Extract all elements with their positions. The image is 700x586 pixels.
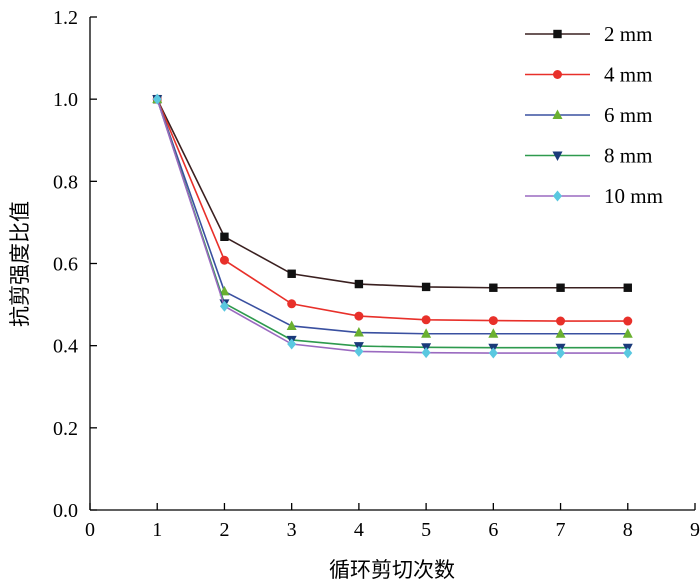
legend-entry: 6 mm [525,103,652,127]
x-tick-label: 1 [152,519,162,541]
y-tick-label: 0.6 [53,254,78,276]
y-tick-label: 1.0 [53,89,78,111]
x-tick-label: 4 [354,519,364,541]
marker-square [354,279,364,289]
y-tick-label: 0.2 [53,418,78,440]
series-4 [152,95,633,354]
series-line [156,98,628,349]
legend: 2 mm 4 mm 6 mm 8 mm 10 mm [525,22,663,208]
marker-triangle-up [421,328,432,338]
marker-diamond [488,347,498,359]
x-tick-label: 0 [85,519,95,541]
marker-square [556,283,565,292]
legend-label: 10 mm [604,184,663,208]
marker-square [553,29,562,39]
legend-entry: 2 mm [525,22,652,46]
y-tick-label: 0.0 [53,500,78,522]
marker-circle [623,316,633,326]
x-tick-label: 8 [623,519,633,541]
y-tick-label: 0.4 [53,336,78,358]
marker-square [623,283,632,292]
marker-square [421,282,431,292]
marker-diamond [152,93,162,105]
legend-label: 2 mm [604,22,652,46]
marker-triangle-up [552,109,563,119]
y-tick-label: 1.2 [53,7,78,29]
axes [89,16,696,511]
marker-triangle-up [622,328,633,338]
marker-diamond [354,345,364,357]
marker-diamond [219,300,229,312]
marker-diamond [556,347,566,359]
y-axis-label: 抗剪强度比值 [8,201,32,327]
marker-triangle-up [555,328,566,338]
marker-square [220,232,229,241]
marker-circle [219,255,229,265]
marker-triangle-up [353,327,364,337]
x-tick-label: 2 [219,519,229,541]
x-tick-label: 5 [421,519,431,541]
marker-diamond [553,190,562,202]
legend-label: 4 mm [604,63,652,87]
legend-entry: 4 mm [525,63,652,87]
marker-circle [553,70,562,79]
marker-circle [421,315,431,325]
marker-circle [556,316,566,326]
marker-triangle-down [552,151,563,161]
series-group [152,93,633,359]
series-line [156,98,628,354]
marker-triangle-up [219,285,230,296]
legend-label: 8 mm [604,144,652,168]
marker-diamond [287,338,297,350]
x-tick-label: 9 [690,519,700,541]
x-tick-label: 3 [287,519,297,541]
series-5 [152,93,633,359]
marker-triangle-up [488,328,499,338]
series-line [156,98,628,289]
series-line [156,98,628,322]
marker-diamond [623,347,633,359]
legend-entry: 8 mm [525,144,652,168]
series-line [156,98,628,335]
tick-labels: 0.0 0.2 0.4 0.6 0.8 1.0 1.2 0 1 2 3 4 5 6 7 8 9 [53,7,700,541]
y-tick-label: 0.8 [53,171,78,193]
marker-square [489,283,498,292]
legend-label: 6 mm [604,103,652,127]
x-tick-label: 6 [488,519,498,541]
legend-entry: 10 mm [525,184,663,208]
x-axis-label: 循环剪切次数 [329,558,455,582]
marker-diamond [421,347,431,359]
marker-circle [287,299,297,309]
marker-square [287,269,296,278]
marker-circle [488,316,498,326]
marker-triangle-up [286,320,297,330]
x-tick-label: 7 [556,519,566,541]
marker-circle [354,311,364,321]
